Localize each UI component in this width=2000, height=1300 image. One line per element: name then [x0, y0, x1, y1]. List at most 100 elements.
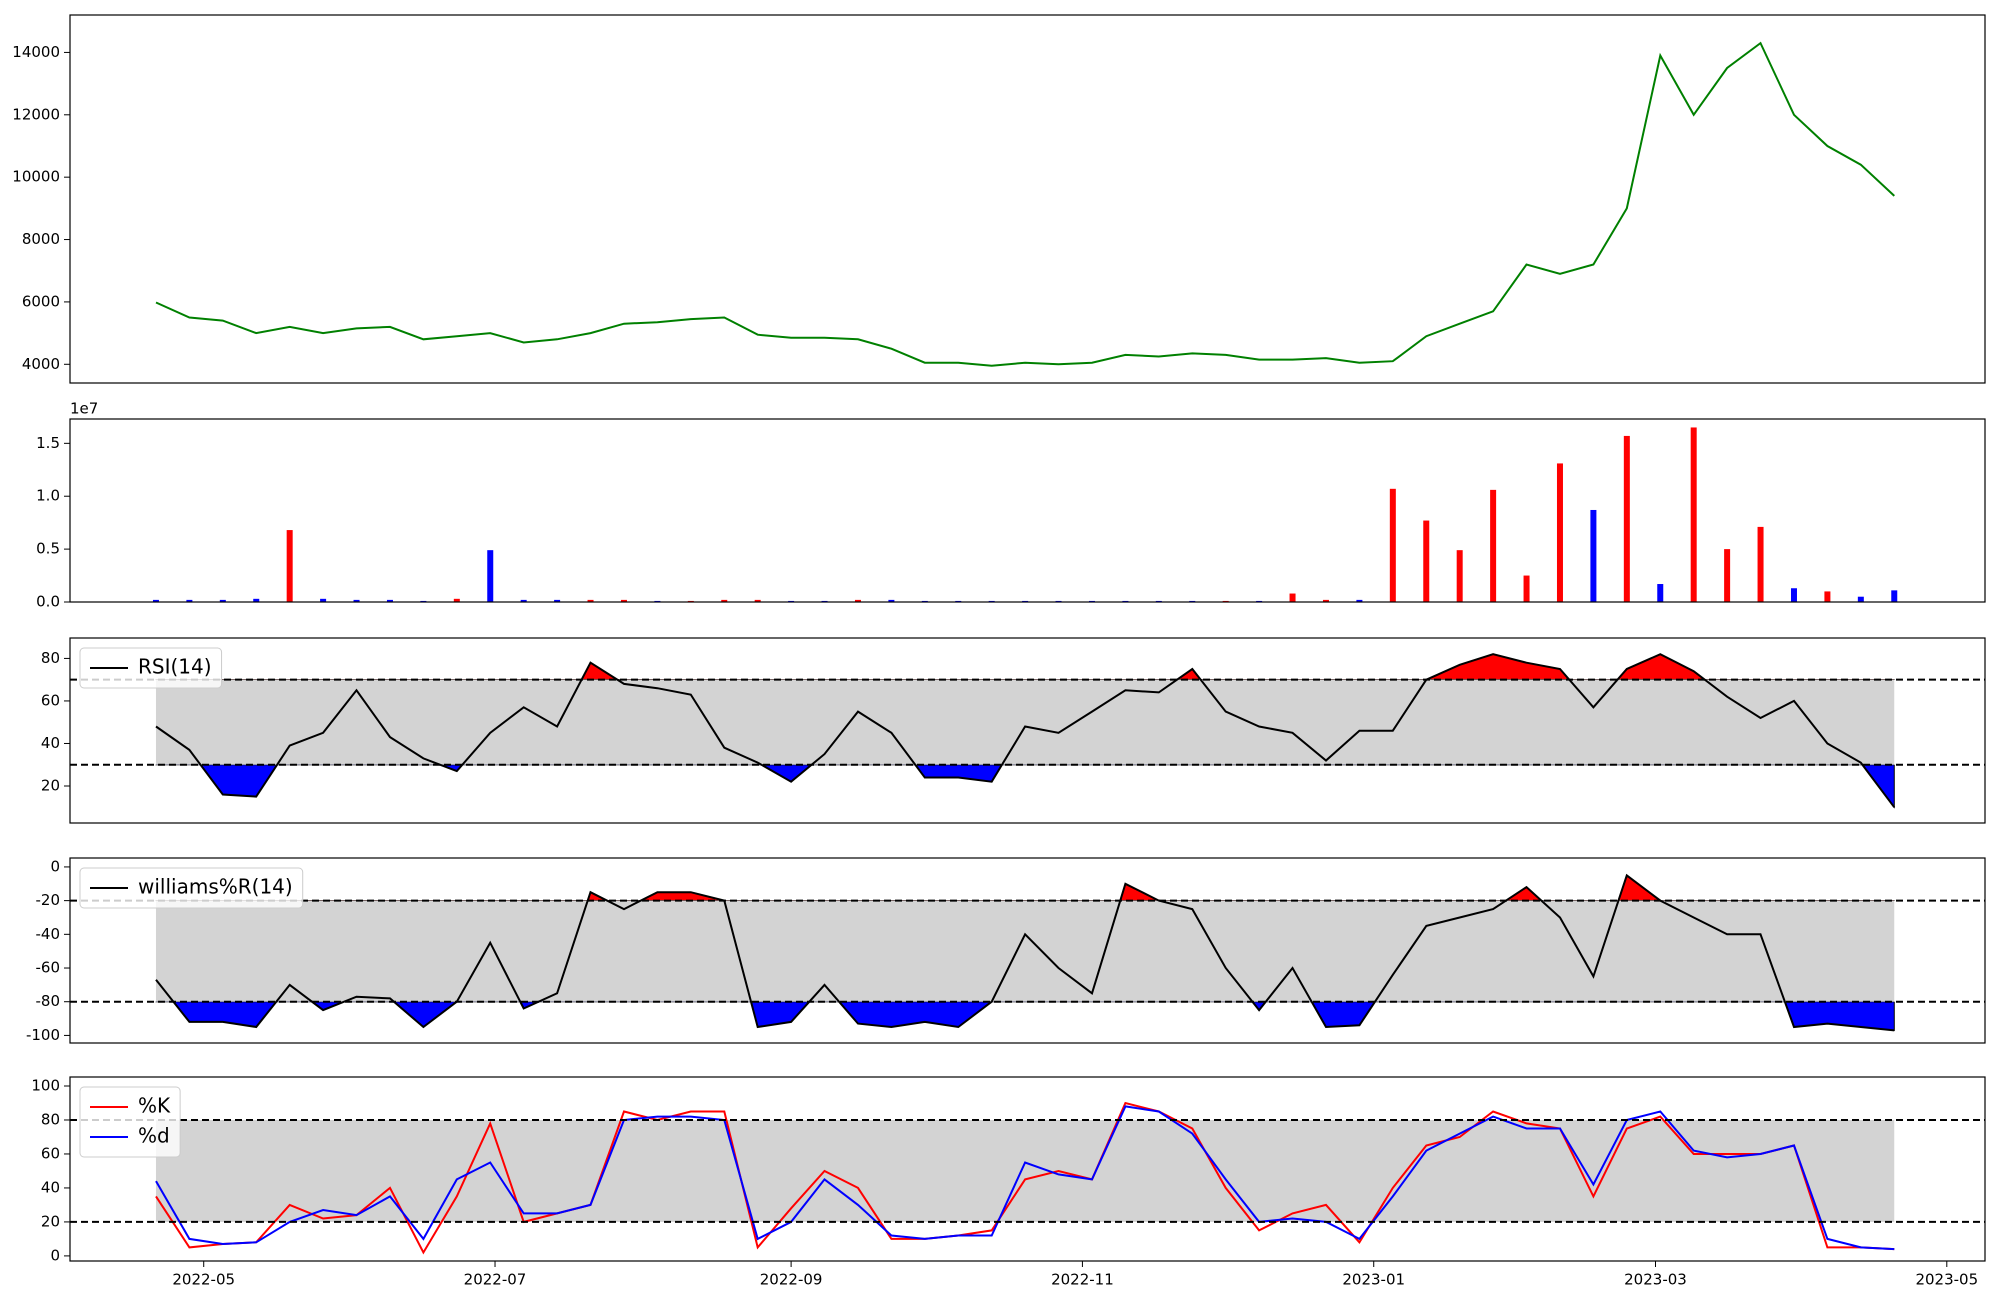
volume-bar: [219, 599, 226, 602]
y-tick-label: 8000: [22, 230, 60, 248]
legend: RSI(14): [79, 647, 223, 689]
panel-frame: [69, 14, 1986, 384]
y-tick-label: 12000: [12, 105, 60, 123]
volume-bar: [1790, 588, 1797, 602]
volume-bar: [1657, 584, 1664, 602]
volume-bar: [1824, 591, 1831, 602]
panel: 4000 6000 8000 10000 12000 14000: [12, 14, 1986, 384]
volume-bar: [152, 599, 159, 602]
series-line: [155, 1105, 1895, 1251]
volume-bar: [1757, 526, 1764, 602]
y-tick-label: 0.0: [36, 593, 60, 611]
y-tick-label: 60: [41, 1144, 60, 1162]
legend-box: [79, 1086, 181, 1158]
plot-area: [152, 427, 1898, 602]
volume-bar: [854, 599, 861, 602]
series-line: [155, 41, 1895, 367]
plot-area: [70, 1101, 1985, 1255]
legend: williams%R(14): [79, 867, 304, 909]
volume-bar: [253, 598, 260, 602]
volume-bar: [186, 599, 193, 602]
legend-label: %K: [138, 1094, 171, 1118]
y-tick-label: 0: [50, 1246, 60, 1264]
volume-bar: [587, 599, 594, 602]
legend-box: [79, 867, 304, 909]
y-tick-label: 0: [50, 857, 60, 875]
overbought-fill: [155, 874, 1895, 901]
legend-label: williams%R(14): [138, 875, 293, 899]
panel-frame: [69, 857, 1986, 1044]
y-tick-label: -100: [26, 1026, 60, 1044]
legend-label: %d: [138, 1124, 170, 1148]
volume-bar: [1490, 489, 1497, 602]
x-tick-label: 2022-07: [464, 1271, 527, 1289]
volume-bar: [1423, 520, 1430, 602]
panel: 0 20 40 60 80 100 2022-05 2022-07 2022-09 2022-11…: [31, 1076, 1986, 1289]
plot-area: [70, 653, 1985, 809]
volume-bar: [1456, 550, 1463, 602]
volume-bar: [1556, 463, 1563, 602]
volume-bar: [1523, 575, 1530, 602]
x-tick-label: 2022-11: [1051, 1271, 1114, 1289]
x-tick-label: 2023-05: [1915, 1271, 1978, 1289]
y-tick-label: 40: [41, 1178, 60, 1196]
volume-bar: [1356, 599, 1363, 602]
legend-box: [79, 647, 223, 689]
volume-bar: [320, 598, 327, 602]
y-tick-label: 14000: [12, 43, 60, 61]
y-tick-label: 20: [41, 777, 60, 795]
plot-area: [155, 41, 1895, 367]
series-line: [155, 873, 1895, 1032]
y-tick-label: 20: [41, 1212, 60, 1230]
panel-frame: [69, 418, 1986, 603]
y-tick-label: 80: [41, 649, 60, 667]
y-tick-label: 4000: [22, 355, 60, 373]
volume-bar: [1857, 596, 1864, 602]
volume-bar: [721, 599, 728, 602]
legend: %K %d: [79, 1086, 181, 1158]
y-tick-label: 1.5: [36, 434, 60, 452]
neutral-band: [155, 900, 1895, 1002]
volume-bar: [620, 599, 627, 602]
panel-frame: [69, 1076, 1986, 1262]
y-tick-label: 1.0: [36, 487, 60, 505]
volume-bar: [353, 599, 360, 602]
panel-frame: [69, 637, 1986, 824]
offset-label: 1e7: [70, 400, 98, 418]
y-tick-label: 10000: [12, 168, 60, 186]
volume-bar: [1891, 590, 1898, 602]
panel: -100 -80 -60 -40 -20 0 williams%R(14): [26, 857, 1986, 1044]
y-tick-label: 100: [31, 1077, 60, 1095]
neutral-band: [155, 679, 1895, 765]
volume-bar: [1623, 435, 1630, 602]
y-tick-label: 80: [41, 1110, 60, 1128]
panel: 0.0 0.5 1.0 1.5 1e7: [36, 400, 1986, 611]
x-tick-label: 2023-01: [1342, 1271, 1405, 1289]
y-tick-label: -60: [36, 959, 61, 977]
volume-bar: [1590, 509, 1597, 602]
series-line: [155, 653, 1896, 808]
volume-bar: [754, 599, 761, 602]
volume-bar: [286, 530, 293, 602]
panel: 20 40 60 80 RSI(14): [41, 637, 1986, 824]
neutral-band: [155, 1119, 1895, 1222]
volume-bar: [1690, 427, 1697, 602]
volume-bar: [1724, 549, 1731, 602]
y-tick-label: 6000: [22, 292, 60, 310]
volume-bar: [888, 599, 895, 602]
volume-bar: [487, 550, 494, 602]
volume-bar: [554, 599, 561, 602]
y-tick-label: -40: [36, 925, 61, 943]
volume-bar: [453, 598, 460, 602]
y-tick-label: -20: [36, 891, 61, 909]
y-tick-label: -80: [36, 992, 61, 1010]
y-tick-label: 60: [41, 691, 60, 709]
y-tick-label: 40: [41, 734, 60, 752]
volume-bar: [1322, 599, 1329, 602]
legend-label: RSI(14): [138, 655, 212, 679]
x-tick-label: 2022-05: [172, 1271, 235, 1289]
volume-bar: [386, 599, 393, 602]
y-tick-label: 0.5: [36, 540, 60, 558]
volume-bar: [1289, 593, 1296, 602]
